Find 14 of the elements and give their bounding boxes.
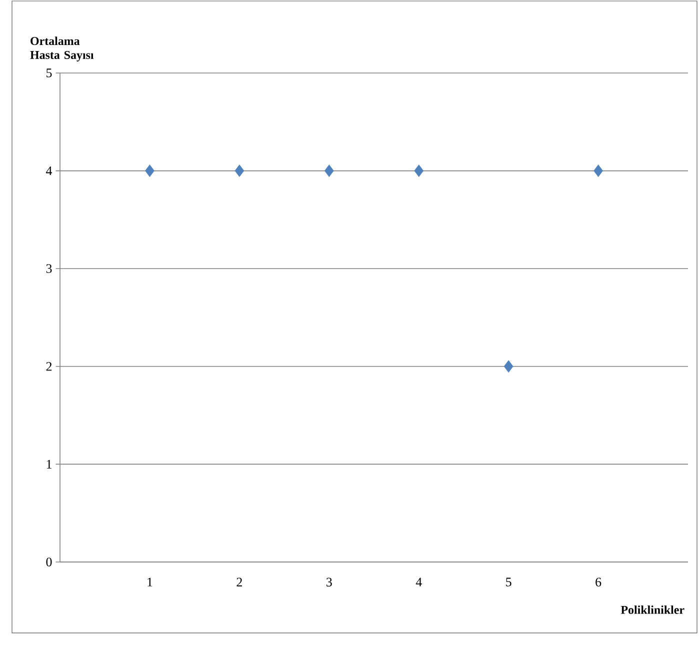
y-tick-label: 0 bbox=[46, 558, 52, 566]
x-tick-label: 5 bbox=[506, 578, 512, 586]
x-tick-label: 6 bbox=[596, 578, 602, 586]
y-tick-label: 1 bbox=[46, 460, 52, 468]
x-tick-label: 1 bbox=[148, 578, 152, 586]
x-tick-label: 4 bbox=[416, 578, 422, 586]
y-tick-label: 4 bbox=[46, 166, 52, 176]
y-tick-label: 3 bbox=[46, 264, 52, 273]
x-axis-title: Poliklinikler bbox=[620, 606, 684, 614]
x-tick-label: 3 bbox=[326, 578, 332, 586]
y-tick-label: 2 bbox=[46, 362, 52, 371]
x-tick-label: 2 bbox=[236, 578, 242, 586]
y-tick-label: 5 bbox=[46, 68, 52, 78]
y-axis-title: Ortalama Hasta Sayısı bbox=[30, 36, 94, 62]
